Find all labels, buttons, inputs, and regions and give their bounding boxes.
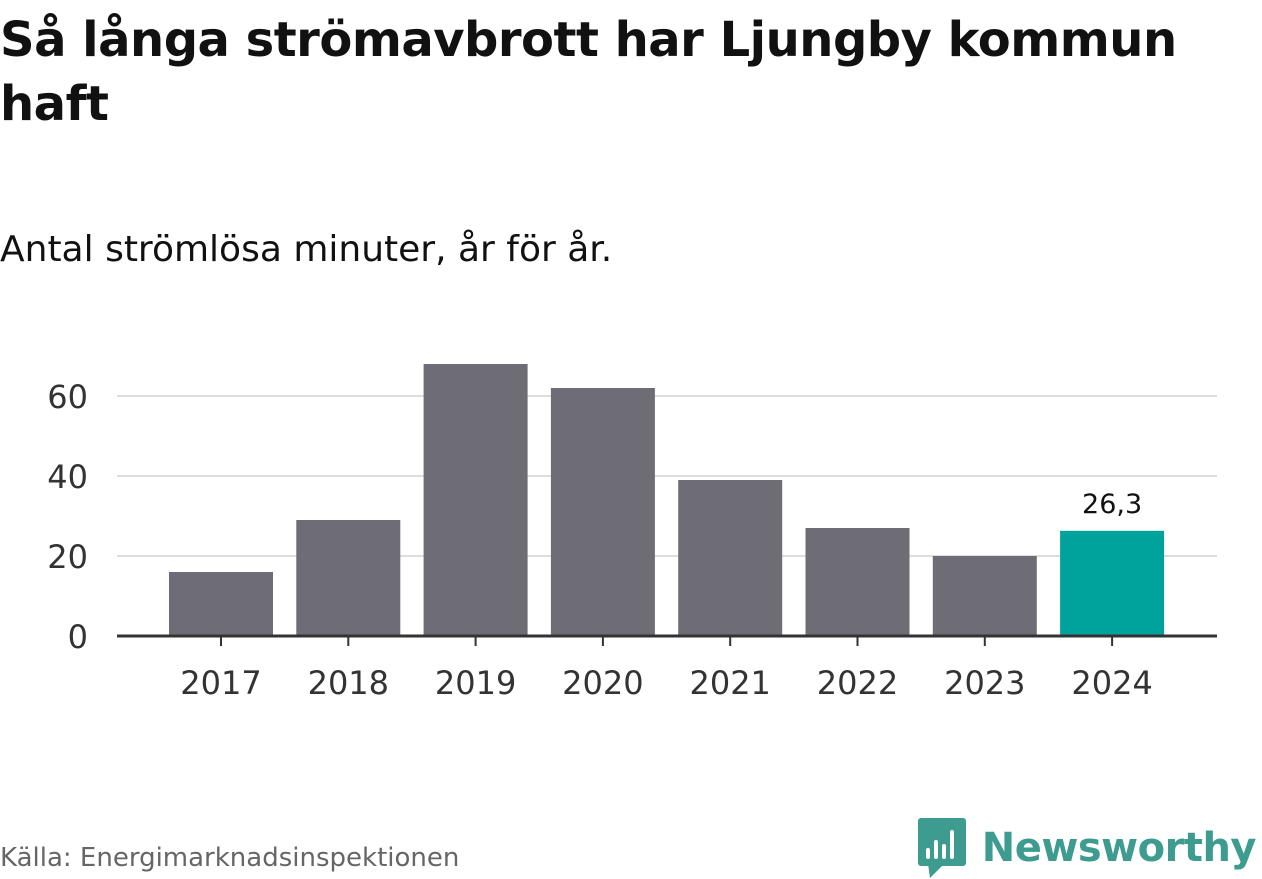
axes bbox=[117, 634, 1217, 646]
bar-2022 bbox=[805, 528, 910, 636]
bars bbox=[169, 364, 1165, 636]
bar-2017 bbox=[169, 572, 273, 636]
source-note: Källa: Energimarknadsinspektionen bbox=[0, 843, 460, 873]
bar-chart: 0 20 40 60 2017 2018 2019 2020 2021 2022 2023 2024 2… bbox=[47, 364, 1217, 702]
bar-2023 bbox=[932, 556, 1037, 636]
grid-lines bbox=[117, 395, 1217, 557]
y-tick-label: 0 bbox=[68, 618, 88, 656]
x-tick-label: 2022 bbox=[817, 664, 898, 702]
brand-name: Newsworthy bbox=[981, 825, 1257, 871]
x-tick-label: 2021 bbox=[689, 664, 770, 702]
x-tick-label: 2017 bbox=[180, 664, 261, 702]
bar-2018 bbox=[296, 520, 401, 636]
chart-subtitle: Antal strömlösa minuter, år för år. bbox=[0, 229, 613, 270]
y-tick-label: 20 bbox=[47, 538, 88, 576]
bar-2020 bbox=[550, 388, 655, 636]
chart-title: Så långa strömavbrott har Ljungby kommun… bbox=[0, 12, 1177, 132]
newsworthy-logo-icon bbox=[917, 818, 966, 878]
data-label: 26,3 bbox=[1082, 489, 1142, 520]
bar-2019 bbox=[423, 364, 528, 636]
y-tick-label: 40 bbox=[47, 458, 88, 496]
y-tick-label: 60 bbox=[47, 378, 88, 416]
brand: Newsworthy bbox=[917, 818, 1257, 878]
bar-2024 bbox=[1060, 530, 1165, 636]
x-tick-label: 2020 bbox=[562, 664, 643, 702]
x-tick-label: 2019 bbox=[435, 664, 516, 702]
bar-2021 bbox=[678, 480, 783, 636]
labels: 0 20 40 60 2017 2018 2019 2020 2021 2022 2023 2024 2… bbox=[47, 378, 1153, 702]
x-tick-label: 2024 bbox=[1071, 664, 1152, 702]
x-tick-label: 2023 bbox=[944, 664, 1025, 702]
x-tick-label: 2018 bbox=[308, 664, 389, 702]
